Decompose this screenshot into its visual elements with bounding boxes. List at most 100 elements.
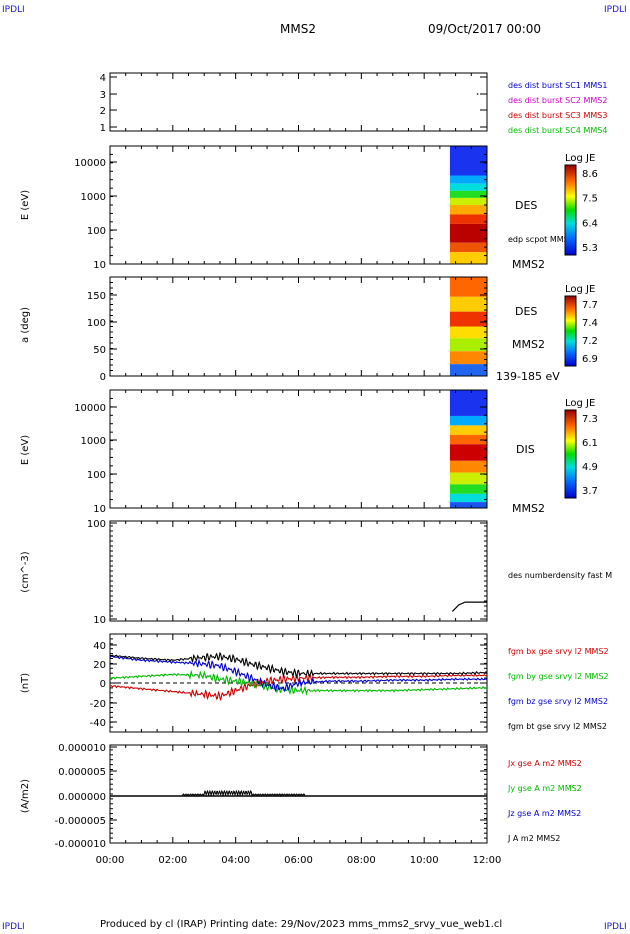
- dis-energy-band: [449, 434, 487, 445]
- des-pitch-ylabel: a (deg): [20, 307, 31, 343]
- des-pitch-colorbar-tick: 7.4: [582, 318, 598, 329]
- current-legend-item: J A m2 MMS2: [507, 834, 560, 843]
- des-energy-label: DES: [515, 199, 537, 212]
- dis-energy-tick-label: 10000: [74, 403, 106, 414]
- des-pitch-label: DES: [515, 305, 537, 318]
- des-pitch-colorbar-title: Log JE: [565, 284, 595, 295]
- datetime-title: 09/Oct/2017 00:00: [428, 22, 542, 36]
- des-energy-label3: MMS2: [512, 258, 545, 271]
- dis-energy-tick-label: 1000: [81, 436, 106, 447]
- des-pitch-tick-label: 150: [87, 291, 106, 302]
- dis-energy-label: DIS: [516, 443, 535, 456]
- des-energy-colorbar-tick: 8.6: [582, 169, 598, 180]
- dis-energy-band: [449, 444, 487, 461]
- density-panel-frame: [109, 520, 488, 622]
- x-tick-label: 02:00: [158, 855, 187, 866]
- x-tick-label: 06:00: [284, 855, 313, 866]
- dis-energy-tick-label: 10: [93, 504, 106, 515]
- density-tick-label: 100: [87, 519, 106, 530]
- sc-legend-item: des dist burst SC4 MMS4: [508, 126, 607, 135]
- footer-info: Produced by cl (IRAP) Printing date: 29/…: [100, 919, 503, 930]
- bfield-tick-label: -40: [90, 718, 106, 729]
- current-series-line: [181, 789, 306, 798]
- sc-tick-label: 2: [100, 106, 106, 117]
- current-tick-label: 0.000010: [58, 743, 106, 754]
- x-tick-label: 10:00: [410, 855, 439, 866]
- sc-tick-label: 3: [100, 90, 106, 101]
- density-tick-label: 10: [93, 615, 106, 626]
- sc-tick-label: 4: [100, 73, 106, 84]
- des-energy-band: [449, 183, 487, 191]
- current-ylabel: (A/m2): [20, 779, 31, 813]
- des-energy-band: [449, 205, 487, 215]
- des-energy-band: [449, 242, 487, 253]
- des-pitch-colorbar-tick: 7.2: [582, 336, 598, 347]
- des-energy-band: [449, 214, 487, 224]
- bfield-series-line: [109, 651, 488, 679]
- des-energy-colorbar-title: Log JE: [565, 153, 595, 164]
- des-pitch-band: [449, 296, 487, 312]
- sc-panel-frame: [109, 72, 488, 132]
- corner-label-br: IPDLI: [604, 922, 627, 932]
- des-pitch-band: [449, 364, 487, 376]
- current-legend-item: Jx gse A m2 MMS2: [507, 759, 582, 768]
- dis-energy-colorbar-tick: 7.3: [582, 414, 598, 425]
- bfield-tick-label: 40: [93, 641, 106, 652]
- des-energy-band: [449, 252, 487, 264]
- density-ylabel: (cm^-3): [20, 551, 31, 592]
- density-legend: des numberdensity fast M: [508, 571, 612, 580]
- dis-energy-tick-label: 100: [87, 470, 106, 481]
- dis-energy-ylabel: E (eV): [20, 435, 31, 465]
- sc-legend-item: des dist burst SC3 MMS3: [508, 111, 607, 120]
- des-pitch-band: [449, 277, 487, 297]
- dis-energy-band: [449, 415, 487, 426]
- bfield-tick-label: -20: [90, 699, 106, 710]
- bfield-series-line: [109, 655, 488, 693]
- des-energy-band: [449, 175, 487, 184]
- bfield-legend-item: fgm bx gse srvy l2 MMS2: [508, 647, 609, 656]
- current-legend-item: Jy gse A m2 MMS2: [507, 784, 582, 793]
- des-energy-tick-label: 1000: [81, 192, 106, 203]
- des-energy-band: [449, 146, 487, 176]
- current-tick-label: -0.000005: [55, 816, 106, 827]
- current-tick-label: 0.000005: [58, 767, 106, 778]
- bfield-legend-item: fgm bt gse srvy l2 MMS2: [508, 722, 607, 731]
- des-pitch-tick-label: 100: [87, 318, 106, 329]
- bfield-legend-item: fgm by gse srvy l2 MMS2: [508, 672, 609, 681]
- des-pitch-band: [449, 351, 487, 365]
- dis-energy-band: [449, 460, 487, 473]
- des-energy-ylabel: E (eV): [20, 190, 31, 220]
- dis-energy-panel-frame: [109, 389, 488, 509]
- des-energy-colorbar-tick: 6.4: [582, 218, 598, 229]
- dis-energy-colorbar-tick: 4.9: [582, 462, 598, 473]
- x-tick-label: 08:00: [347, 855, 376, 866]
- dis-energy-band: [449, 484, 487, 494]
- des-energy-colorbar-tick: 5.3: [582, 243, 598, 254]
- des-pitch-colorbar: [564, 295, 577, 367]
- des-pitch-colorbar-tick: 7.7: [582, 300, 598, 311]
- des-energy-band: [449, 190, 487, 198]
- dis-energy-colorbar-tick: 6.1: [582, 438, 598, 449]
- des-pitch-band: [449, 311, 487, 327]
- dis-energy-colorbar-tick: 3.7: [582, 486, 598, 497]
- spacecraft-title: MMS2: [280, 22, 316, 36]
- des-energy-band: [449, 223, 487, 243]
- des-energy-tick-label: 10000: [74, 158, 106, 169]
- bfield-series-line: [109, 673, 488, 702]
- des-pitch-label3: 139-185 eV: [496, 370, 560, 383]
- current-legend-item: Jz gse A m2 MMS2: [507, 809, 581, 818]
- corner-label-bl: IPDLI: [2, 922, 25, 932]
- bfield-tick-label: 0: [100, 679, 106, 690]
- des-pitch-tick-label: 50: [93, 345, 106, 356]
- des-energy-label2: edp scpot MMS2: [508, 235, 574, 244]
- current-tick-label: 0.000000: [58, 792, 106, 803]
- des-energy-colorbar-tick: 7.5: [582, 194, 598, 205]
- x-tick-label: 12:00: [473, 855, 502, 866]
- sc-tick-label: 1: [100, 123, 106, 134]
- des-pitch-panel-frame: [109, 276, 488, 377]
- sc-mark: [476, 93, 479, 95]
- dis-energy-colorbar: [564, 409, 577, 499]
- corner-label-tl: IPDLI: [2, 5, 25, 15]
- des-energy-panel-frame: [109, 145, 488, 265]
